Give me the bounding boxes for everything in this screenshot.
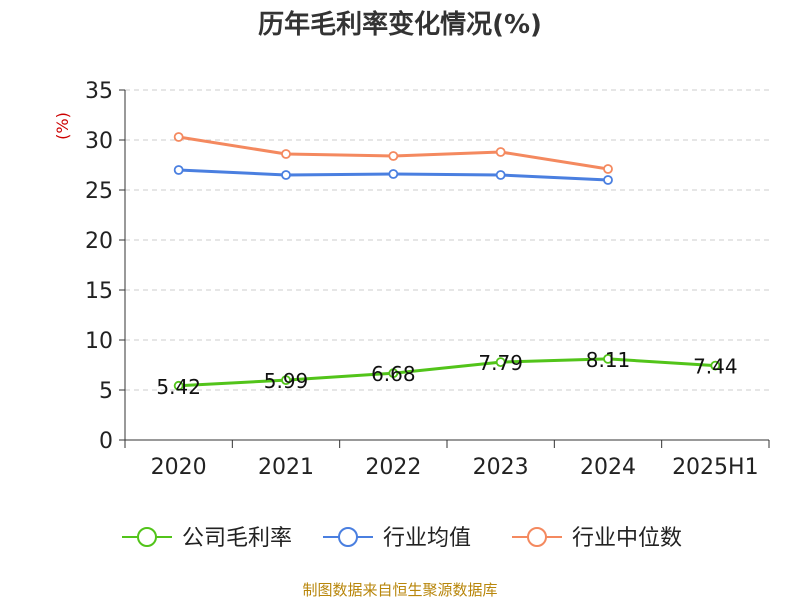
data-label: 8.11	[586, 348, 631, 372]
legend-marker	[137, 527, 157, 547]
chart-title: 历年毛利率变化情况(%)	[258, 9, 542, 40]
legend-label: 行业中位数	[572, 526, 682, 551]
y-tick-label: 10	[85, 329, 113, 354]
data-point	[173, 132, 184, 142]
y-tick-label: 15	[85, 279, 113, 304]
legend-label: 行业均值	[383, 526, 471, 551]
series-line-0	[178, 357, 716, 388]
data-point	[173, 380, 184, 391]
y-tick-label: 0	[99, 429, 113, 454]
data-labels: 5.42 5.99 6.68 7.79 8.11 7.44	[156, 348, 737, 399]
legend-label: 公司毛利率	[182, 526, 292, 551]
data-point	[495, 170, 506, 180]
data-point	[388, 151, 399, 161]
data-point	[388, 169, 399, 179]
x-tick-label: 2024	[580, 455, 636, 480]
data-label: 5.99	[264, 369, 309, 393]
y-tick-label: 20	[85, 229, 113, 254]
source-footer: 制图数据来自恒生聚源数据库	[302, 581, 497, 599]
data-point	[173, 165, 184, 175]
y-tick-label: 25	[85, 179, 113, 204]
data-point	[281, 149, 291, 159]
y-tick-label: 30	[85, 129, 113, 154]
y-unit-label: (%)	[53, 112, 72, 140]
series-lines	[173, 132, 721, 391]
y-tick-label: 5	[99, 379, 113, 404]
axes: 0 5 10 15 20 25 30 35 2020 2021 2022 2023 2024 2025H1	[85, 79, 770, 480]
legend-item[interactable]: 行业均值	[323, 526, 471, 551]
data-label: 5.42	[156, 375, 201, 399]
data-point	[495, 147, 506, 157]
x-tick-label: 2020	[151, 455, 207, 480]
legend-item[interactable]: 公司毛利率	[122, 526, 292, 551]
data-point	[281, 375, 291, 386]
x-tick-label: 2023	[473, 455, 529, 480]
legend-marker	[527, 527, 547, 547]
data-point	[603, 175, 613, 185]
data-label: 7.44	[693, 355, 738, 379]
legend-marker	[338, 527, 358, 547]
x-tick-label: 2025H1	[672, 455, 759, 480]
data-point	[388, 368, 399, 379]
legend-item[interactable]: 行业中位数	[512, 526, 682, 551]
x-tick-label: 2022	[365, 455, 421, 480]
y-tick-label: 35	[85, 79, 113, 104]
data-point	[603, 353, 613, 364]
data-point	[281, 170, 291, 180]
data-label: 6.68	[371, 362, 416, 386]
data-point	[603, 164, 613, 174]
data-point	[495, 357, 506, 368]
legend: 公司毛利率 行业均值 行业中位数	[122, 526, 682, 551]
data-point	[710, 360, 721, 371]
data-label: 7.79	[478, 351, 523, 375]
x-tick-label: 2021	[258, 455, 314, 480]
grid-lines	[125, 89, 769, 391]
